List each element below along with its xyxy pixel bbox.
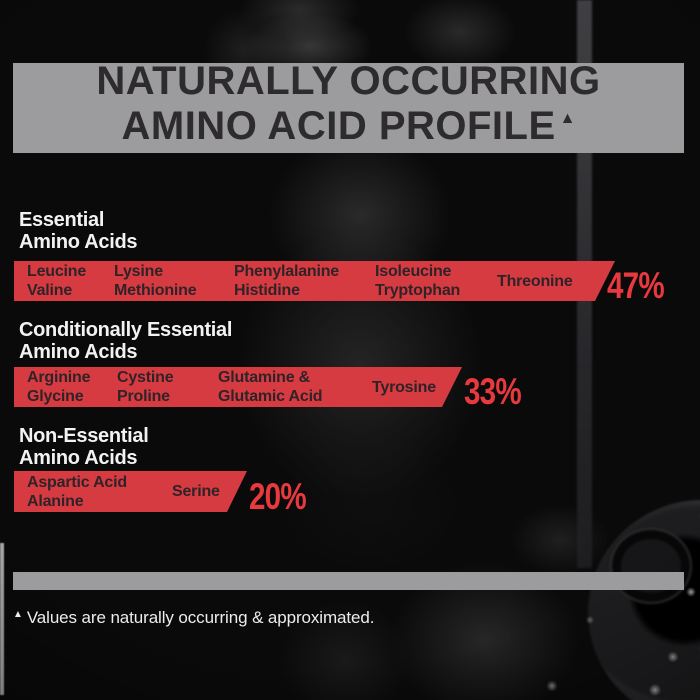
title-line-2-text: AMINO ACID PROFILE: [121, 104, 556, 148]
amino-name: Aspartic Acid: [27, 473, 127, 491]
title-line-1: NATURALLY OCCURRING: [96, 59, 601, 103]
amino-bar-essential: Leucine Valine Lysine Methionine Phenylalani…: [14, 261, 615, 301]
amino-name: Phenylalanine: [234, 263, 339, 280]
footnote-text: Values are naturally occurring & approxi…: [26, 608, 375, 627]
amino-column: Lysine Methionine: [114, 261, 196, 301]
amino-name: Cystine: [117, 369, 174, 386]
amino-column: Isoleucine Tryptophan: [375, 261, 460, 301]
section-label-conditionally-essential: Conditionally Essential Amino Acids: [19, 319, 232, 363]
amino-column: Glutamine & Glutamic Acid: [218, 367, 322, 407]
footnote-marker-icon: ▲: [559, 110, 576, 127]
amino-name: Glutamic Acid: [218, 388, 323, 405]
amino-name: Arginine: [27, 369, 91, 386]
amino-column: Phenylalanine Histidine: [234, 261, 339, 301]
amino-bar-non-essential: Aspartic Acid Alanine Serine: [14, 471, 247, 512]
amino-name: Isoleucine: [375, 263, 452, 280]
amino-column: Threonine: [497, 261, 573, 301]
amino-name: Lysine: [114, 263, 163, 280]
footer-divider-bar: [13, 572, 684, 590]
amino-name: Tyrosine: [372, 378, 436, 396]
amino-column: Leucine Valine: [27, 261, 86, 301]
amino-name: Alanine: [27, 492, 84, 510]
amino-column: Tyrosine: [372, 367, 436, 407]
percent-non-essential: 20%: [249, 475, 307, 517]
footnote-marker-icon: ▲: [13, 609, 23, 620]
amino-name: Threonine: [497, 272, 573, 290]
amino-name: Tryptophan: [375, 282, 461, 299]
amino-name: Glutamine &: [218, 369, 311, 386]
section-label-line: Conditionally Essential: [19, 319, 233, 341]
section-label-line: Essential: [19, 209, 105, 231]
section-label-line: Amino Acids: [19, 231, 138, 253]
title-banner: NATURALLY OCCURRING AMINO ACID PROFILE ▲: [13, 59, 684, 153]
title-line-2: AMINO ACID PROFILE ▲: [121, 104, 575, 157]
section-label-essential: Essential Amino Acids: [19, 209, 138, 253]
amino-name: Proline: [117, 388, 170, 405]
footnote: ▲ Values are naturally occurring & approx…: [13, 608, 374, 628]
section-label-line: Amino Acids: [19, 341, 138, 363]
amino-column: Cystine Proline: [117, 367, 173, 407]
amino-column: Arginine Glycine: [27, 367, 90, 407]
amino-bar-conditionally-essential: Arginine Glycine Cystine Proline Glutamine &…: [14, 367, 462, 407]
amino-name: Histidine: [234, 282, 300, 299]
percent-essential: 47%: [607, 265, 665, 306]
amino-name: Serine: [172, 483, 220, 500]
percent-conditionally-essential: 33%: [464, 371, 522, 412]
section-label-non-essential: Non-Essential Amino Acids: [19, 425, 149, 469]
section-label-line: Non-Essential: [19, 425, 149, 447]
amino-name: Leucine: [27, 263, 87, 280]
amino-column: Aspartic Acid Alanine: [27, 471, 127, 512]
amino-name: Methionine: [114, 282, 197, 299]
section-label-line: Amino Acids: [19, 447, 138, 469]
amino-name: Glycine: [27, 388, 84, 405]
amino-name: Valine: [27, 282, 73, 299]
amino-column: Serine: [172, 471, 220, 512]
